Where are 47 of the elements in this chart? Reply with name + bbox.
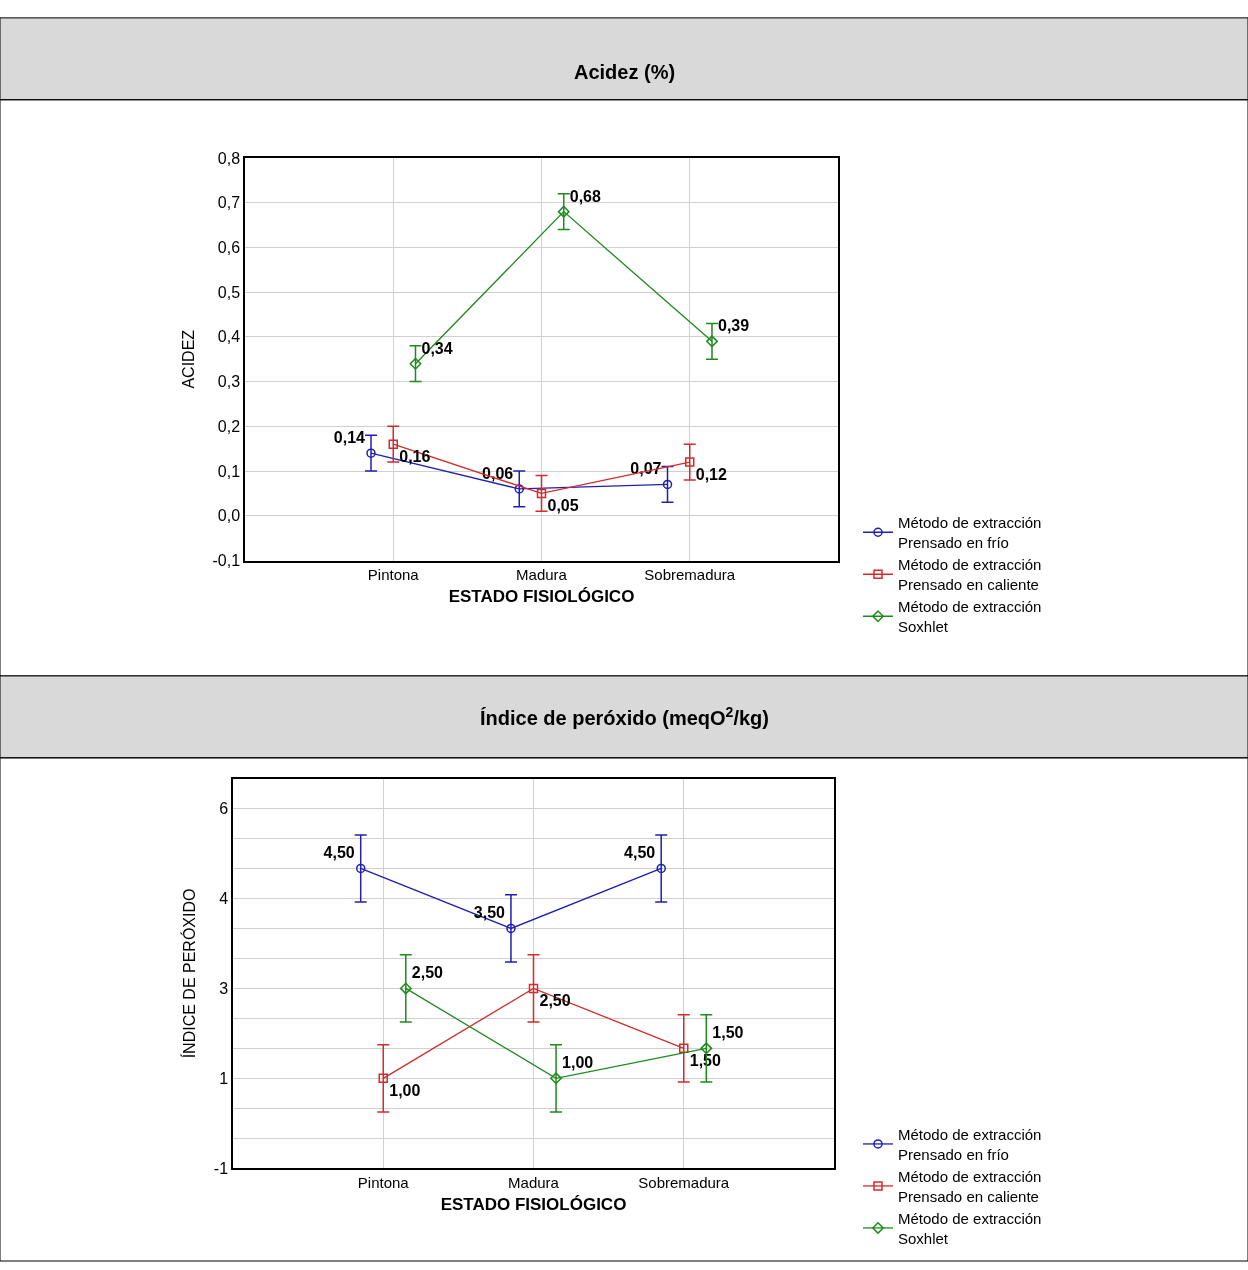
x-tick-label: Pintona [357, 1174, 410, 1192]
data-label: 3,50 [473, 904, 506, 922]
data-label: 0,14 [333, 429, 366, 447]
x-tick-label: Pintona [367, 566, 420, 584]
y-tick-label: -0,1 [212, 552, 241, 570]
data-label: 4,50 [624, 844, 656, 862]
y-tick-label: 0,7 [217, 194, 241, 212]
data-label: 2,50 [411, 964, 444, 982]
data-label: 4,50 [323, 844, 355, 862]
x-tick-label: Sobremadura [638, 1174, 730, 1192]
data-label: 0,06 [482, 464, 514, 482]
legend-label: Método de extracción Soxhlet [898, 1210, 1042, 1247]
data-label: 1,50 [712, 1024, 744, 1042]
data-label: 0,12 [695, 466, 727, 484]
x-tick-label: Sobremadura [644, 566, 736, 584]
legend-label: Método de extracción Soxhlet [898, 598, 1042, 635]
y-tick-label: 0,3 [217, 373, 241, 391]
x-axis-title: ESTADO FISIOLÓGICO [440, 1194, 627, 1214]
data-label: 1,00 [562, 1054, 594, 1072]
y-axis-title: ÍNDICE DE PERÓXIDO [180, 888, 199, 1059]
y-tick-label: 0,8 [217, 149, 241, 167]
y-tick-label: -1 [213, 1159, 229, 1177]
chart-title: Acidez (%) [574, 61, 676, 83]
legend-label: Método de extracción Prensado en frío [898, 1126, 1042, 1163]
data-label: 0,39 [717, 317, 750, 335]
data-label: 2,50 [539, 992, 571, 1010]
y-tick-label: 0,4 [217, 328, 241, 346]
legend-label: Método de extracción Prensado en caliente [898, 1168, 1042, 1205]
y-tick-label: 0,1 [217, 462, 241, 480]
legend-label: Método de extracción Prensado en caliente [898, 556, 1042, 593]
y-tick-label: 0,0 [217, 507, 241, 525]
y-tick-label: 0,6 [217, 239, 241, 257]
y-tick-label: 0,2 [217, 417, 241, 435]
y-tick-label: 0,5 [217, 283, 241, 301]
data-label: 0,05 [547, 497, 579, 515]
x-axis-title: ESTADO FISIOLÓGICO [448, 587, 635, 607]
y-tick-label: 4 [219, 890, 229, 908]
data-label: 1,00 [389, 1082, 421, 1100]
chart-title: Índice de peróxido (meqO$^{2}$/kg) [480, 704, 769, 730]
y-tick-label: 3 [219, 980, 229, 997]
y-axis-title: ACIDEZ [179, 329, 197, 389]
legend-label: Método de extracción Prensado en frío [898, 514, 1042, 551]
x-tick-label: Madura [516, 566, 568, 584]
y-tick-label: 1 [219, 1069, 229, 1087]
x-tick-label: Madura [508, 1174, 560, 1192]
y-tick-label: 6 [219, 800, 229, 818]
data-label: 0,68 [569, 187, 601, 205]
